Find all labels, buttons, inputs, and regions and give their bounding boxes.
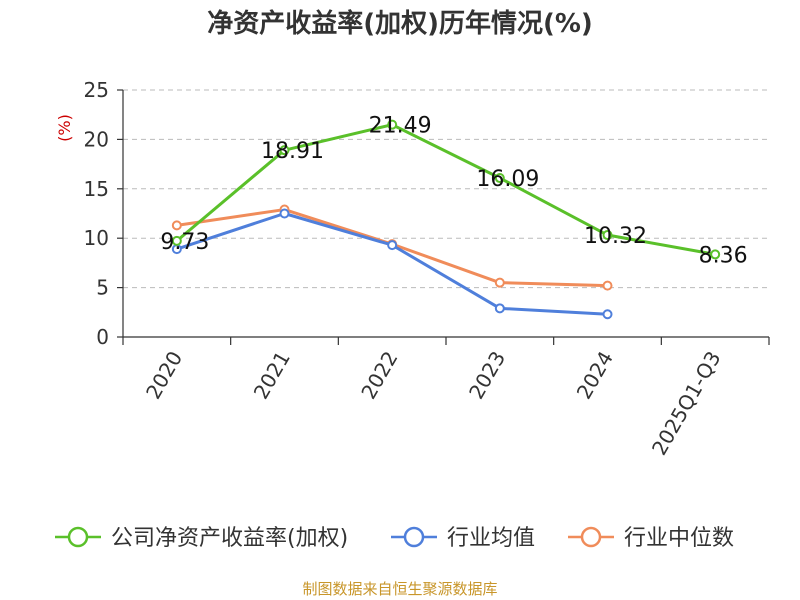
y-tick-label-15: 15	[84, 177, 109, 201]
x-tick-label-2020: 2020	[141, 347, 187, 403]
grid-lines	[123, 89, 769, 289]
y-axis-label: (%)	[55, 114, 74, 142]
series-0-point-2020	[171, 235, 182, 246]
legend-swatch-marker-1	[403, 526, 425, 548]
y-tick-label-25: 25	[84, 78, 109, 102]
series-0-point-2023	[494, 173, 505, 184]
data-label-2022: 21.49	[369, 114, 432, 139]
legend-label-2: 行业中位数	[624, 526, 734, 551]
series-2-point-2020	[171, 220, 182, 231]
legend-item-1[interactable]: 行业均值	[391, 526, 535, 551]
data-label-2020: 9.73	[160, 230, 209, 255]
x-tick-label-2024: 2024	[572, 347, 618, 403]
data-labels: 9.73 18.91 21.49 16.09 10.32 8.36	[160, 114, 747, 269]
series-1-point-2022	[387, 240, 398, 251]
series-1-point-2024	[602, 309, 613, 320]
legend[interactable]: 公司净资产收益率(加权) 行业均值 行业中位数	[55, 526, 734, 551]
y-tick-label-0: 0	[96, 325, 109, 349]
series-2-point-2023	[494, 277, 505, 288]
source-note: 制图数据来自恒生聚源数据库	[302, 580, 497, 598]
y-tick-label-5: 5	[96, 276, 109, 300]
data-label-2025Q1-Q3: 8.36	[699, 243, 748, 268]
legend-swatch-marker-2	[580, 526, 602, 548]
data-label-2023: 16.09	[476, 167, 539, 192]
x-tick-label-2025Q1-Q3: 2025Q1-Q3	[647, 347, 726, 459]
legend-label-1: 行业均值	[447, 526, 535, 551]
legend-swatch-marker-0	[67, 526, 89, 548]
x-tick-label-2023: 2023	[464, 347, 510, 403]
chart-title: 净资产收益率(加权)历年情况(%)	[207, 8, 593, 39]
series-2-point-2024	[602, 280, 613, 291]
series-1-point-2021	[279, 208, 290, 219]
series-line-1	[176, 212, 608, 316]
x-tick-label-2021: 2021	[249, 347, 295, 403]
series-line-0	[175, 123, 716, 256]
legend-item-2[interactable]: 行业中位数	[568, 526, 734, 551]
legend-label-0: 公司净资产收益率(加权)	[111, 526, 348, 551]
series-0-point-2024	[602, 230, 613, 241]
data-label-2021: 18.91	[261, 139, 324, 164]
data-label-2024: 10.32	[584, 224, 647, 249]
x-tick-label-2022: 2022	[356, 347, 402, 403]
series-0-point-2025Q1-Q3	[710, 249, 721, 260]
series-lines	[171, 119, 721, 320]
y-tick-label-20: 20	[84, 127, 109, 151]
legend-item-0[interactable]: 公司净资产收益率(加权)	[55, 526, 348, 551]
y-tick-label-10: 10	[84, 226, 109, 250]
series-1-point-2023	[494, 303, 505, 314]
series-0-point-2022	[387, 119, 398, 130]
series-0-point-2021	[279, 145, 290, 156]
